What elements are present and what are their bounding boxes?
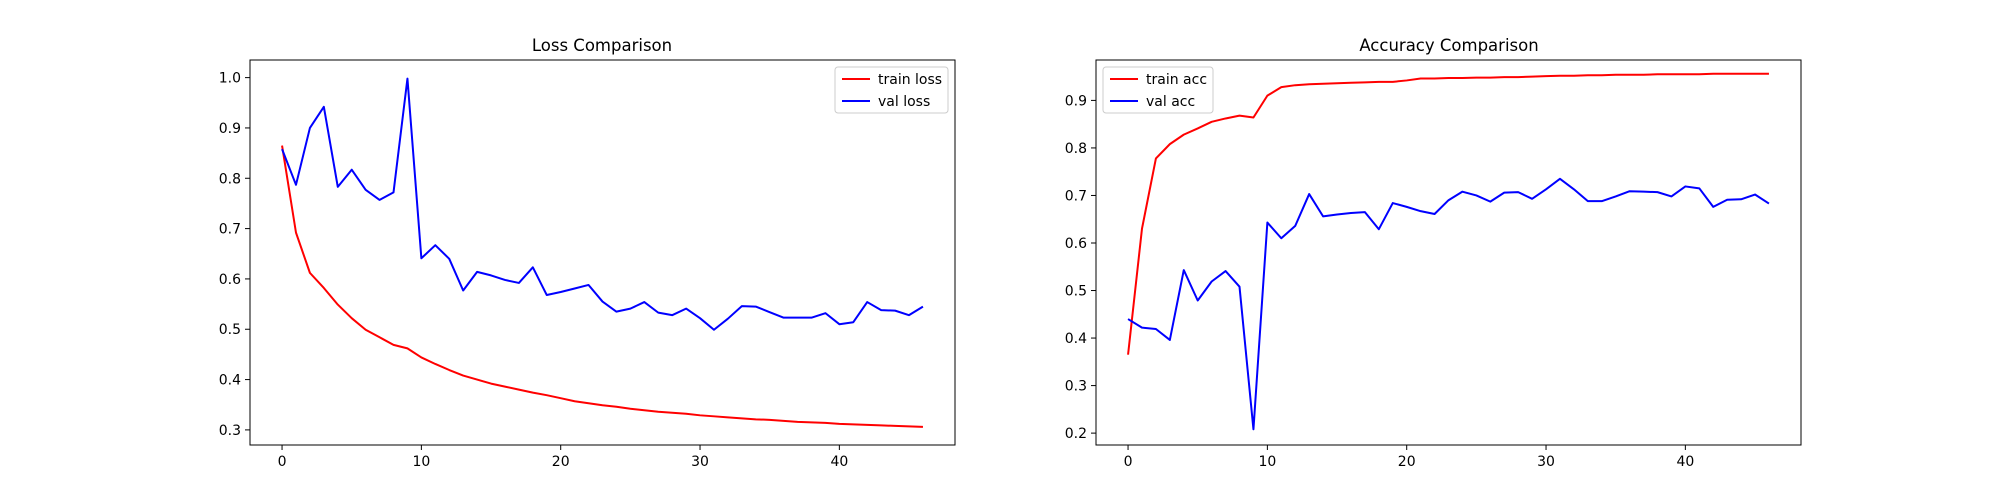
- loss-chart-legend-train-label: train loss: [878, 72, 942, 88]
- accuracy-chart-y-tick-label: 0.9: [1065, 93, 1087, 109]
- loss-chart-y-tick-label: 0.9: [219, 121, 241, 137]
- accuracy-chart-legend: train acc val acc: [1102, 66, 1214, 114]
- loss-chart-x-tick-label: 0: [278, 454, 287, 470]
- loss-chart-y-tick-label: 0.7: [219, 222, 241, 238]
- loss-chart-y-tick-label: 0.8: [219, 171, 241, 187]
- loss-chart-y-ticks: 0.3 0.4 0.5 0.6 0.7 0.8 0.9 1.0: [219, 71, 250, 439]
- accuracy-chart: Accuracy Comparison 0 10 20 30 40 0.20.30.40…: [1065, 36, 1802, 470]
- loss-chart-frame: [249, 59, 956, 446]
- loss-chart-y-tick-label: 0.6: [219, 272, 241, 288]
- accuracy-chart-legend-val-label: val acc: [1146, 94, 1195, 110]
- accuracy-chart-title: Accuracy Comparison: [1359, 36, 1538, 55]
- loss-chart-x-ticks: 0 10 20 30 40: [278, 445, 848, 470]
- accuracy-chart-lines: [1127, 72, 1770, 431]
- accuracy-chart-x-tick-label: 30: [1537, 454, 1555, 470]
- loss-chart-title: Loss Comparison: [532, 36, 672, 55]
- accuracy-chart-y-tick-label: 0.2: [1065, 426, 1087, 442]
- loss-chart-legend: train loss val loss: [834, 66, 949, 114]
- accuracy-chart-y-tick-label: 0.4: [1065, 331, 1087, 347]
- loss-chart-lines: [281, 77, 924, 428]
- accuracy-chart-train-acc-line: [1127, 72, 1769, 355]
- loss-chart-train-loss-line: [281, 145, 923, 428]
- loss-chart: Loss Comparison 0 10 20 30 40 0.30.40.50.60.…: [219, 36, 956, 470]
- loss-chart-x-tick-label: 30: [691, 454, 709, 470]
- accuracy-chart-y-tick-label: 0.8: [1065, 141, 1087, 157]
- accuracy-chart-x-tick-label: 40: [1676, 454, 1694, 470]
- accuracy-chart-x-tick-label: 0: [1124, 454, 1133, 470]
- accuracy-chart-legend-train-label: train acc: [1146, 72, 1207, 88]
- loss-chart-x-tick-label: 20: [552, 454, 570, 470]
- accuracy-chart-y-tick-label: 0.6: [1065, 236, 1087, 252]
- accuracy-chart-x-ticks: 0 10 20 30 40: [1124, 445, 1694, 470]
- loss-chart-y-tick-label: 0.4: [219, 373, 241, 389]
- accuracy-chart-val-acc-line: [1127, 177, 1770, 431]
- loss-chart-y-tick-label: 0.3: [219, 423, 241, 439]
- accuracy-chart-y-tick-label: 0.3: [1065, 379, 1087, 395]
- loss-chart-val-loss-line: [281, 77, 924, 331]
- accuracy-chart-y-tick-label: 0.5: [1065, 284, 1087, 300]
- accuracy-chart-frame: [1095, 59, 1802, 446]
- accuracy-chart-y-tick-label: 0.7: [1065, 188, 1087, 204]
- accuracy-chart-x-tick-label: 10: [1258, 454, 1276, 470]
- accuracy-chart-x-tick-label: 20: [1398, 454, 1416, 470]
- loss-chart-y-tick-label: 0.5: [219, 322, 241, 338]
- loss-chart-legend-val-label: val loss: [878, 94, 930, 110]
- loss-chart-x-tick-label: 10: [412, 454, 430, 470]
- accuracy-chart-y-ticks: 0.2 0.3 0.4 0.5 0.6 0.7 0.8 0.9: [1065, 93, 1096, 442]
- loss-chart-y-tick-label: 1.0: [219, 71, 241, 87]
- loss-chart-x-tick-label: 40: [830, 454, 848, 470]
